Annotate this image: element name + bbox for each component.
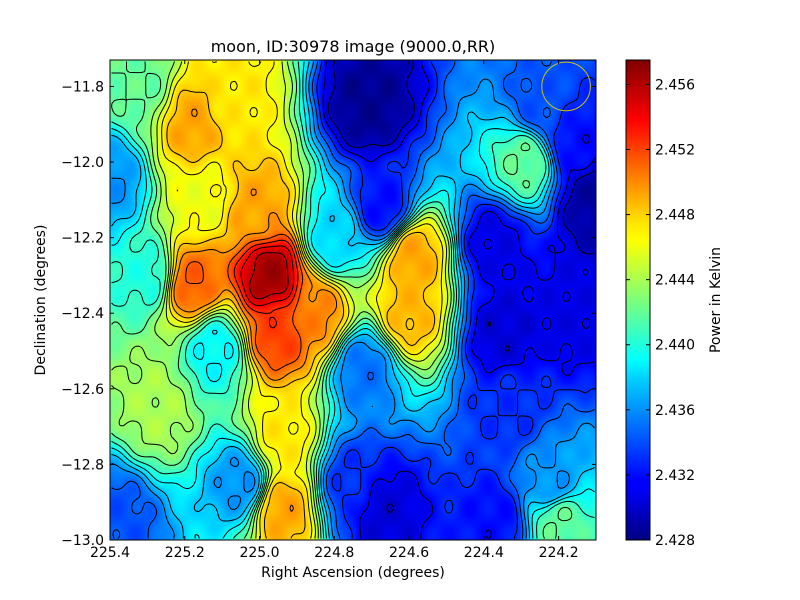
contour-line (111, 61, 452, 539)
colorbar-tick-label: 2.428 (655, 533, 695, 549)
x-tick-label: 224.4 (464, 545, 504, 561)
y-tick-label: −13.0 (61, 533, 104, 549)
colorbar-gradient (626, 60, 650, 540)
y-tick-label: −11.8 (61, 79, 104, 95)
contour-lines (111, 61, 595, 539)
contour-line (327, 61, 595, 513)
contour-line (316, 61, 595, 539)
contour-line (111, 61, 573, 539)
contour-line (111, 61, 595, 539)
colorbar-label: Power in Kelvin (708, 247, 724, 353)
contour-line (173, 108, 338, 513)
contour-line (156, 61, 449, 539)
contour-line (233, 239, 299, 329)
colorbar-ticks: 2.456 2.452 2.448 2.444 2.440 2.436 2.432 2.428 (626, 77, 695, 549)
y-axis-ticks: −11.8 −12.0 −12.2 −12.4 −12.6 −12.8 −13.0 (61, 79, 596, 549)
colorbar-tick-label: 2.440 (655, 338, 695, 354)
plot-frame (109, 59, 597, 541)
beam-circle-overlay (541, 61, 591, 112)
contour-line (249, 252, 289, 300)
y-tick-label: −12.8 (61, 457, 104, 473)
y-tick-label: −12.2 (61, 231, 104, 247)
heatmap-area (110, 60, 596, 540)
colorbar-tick-label: 2.436 (655, 403, 695, 419)
colorbar-tick-label: 2.452 (655, 142, 695, 158)
colorbar-tick-label: 2.432 (655, 468, 695, 484)
chart-title: moon, ID:30978 image (9000.0,RR) (211, 37, 496, 56)
contour-line (185, 233, 304, 371)
y-tick-label: −12.6 (61, 382, 104, 398)
contour-line (111, 61, 595, 539)
contour-line (322, 61, 595, 539)
x-axis-ticks: 225.4 225.2 225.0 224.8 224.6 224.4 224.2 (90, 60, 579, 561)
colorbar-tick-label: 2.444 (655, 273, 695, 289)
colorbar-tick-label: 2.456 (655, 77, 695, 93)
y-tick-label: −12.0 (61, 155, 104, 171)
y-tick-label: −12.4 (61, 306, 104, 322)
y-axis-label: Declination (degrees) (33, 225, 49, 376)
colorbar-tick-label: 2.448 (655, 208, 695, 224)
contour-line (111, 61, 595, 539)
x-tick-label: 225.2 (165, 545, 205, 561)
x-tick-label: 224.8 (314, 545, 354, 561)
contour-line (240, 245, 295, 307)
x-tick-label: 225.0 (239, 545, 279, 561)
x-tick-label: 224.2 (539, 545, 579, 561)
x-tick-label: 224.6 (389, 545, 429, 561)
x-axis-label: Right Ascension (degrees) (261, 565, 445, 581)
contour-line (161, 61, 444, 539)
colorbar: 2.456 2.452 2.448 2.444 2.440 2.436 2.432 2.428… (625, 59, 724, 549)
contour-line (111, 61, 595, 539)
x-tick-label: 225.4 (90, 545, 130, 561)
colorbar-frame (625, 59, 651, 541)
contour-line (111, 61, 595, 539)
contour-line (166, 89, 438, 539)
